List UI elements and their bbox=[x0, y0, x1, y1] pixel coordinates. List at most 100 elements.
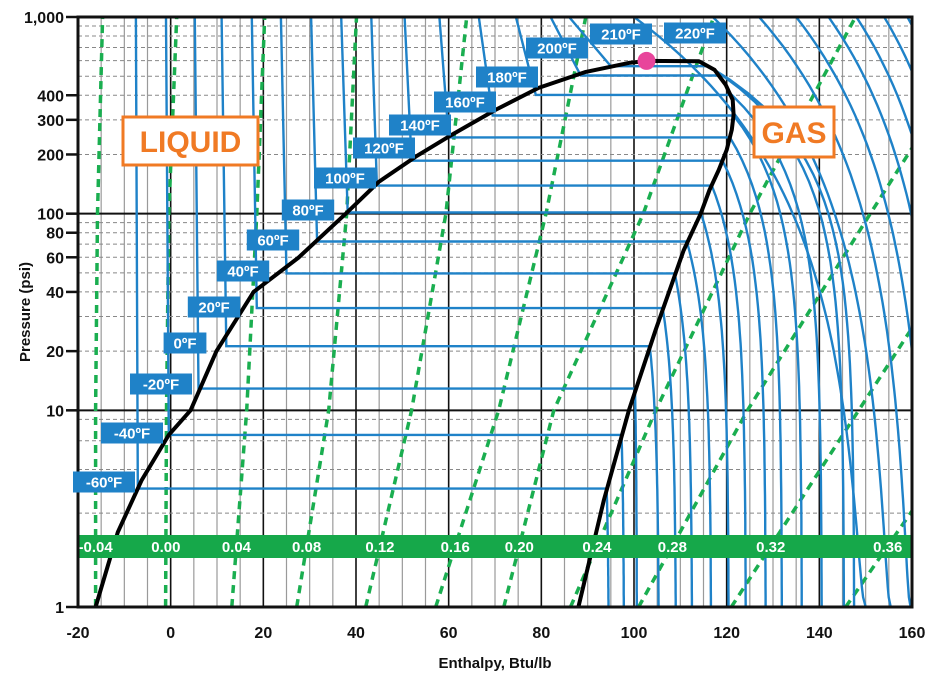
x-tick-label: 100 bbox=[621, 625, 648, 642]
entropy-label: 0.00 bbox=[151, 539, 180, 556]
isentrope-line bbox=[230, 17, 267, 607]
isotherm-line bbox=[906, 17, 912, 28]
isotherm-line bbox=[193, 17, 638, 607]
temperature-label-text: -40ºF bbox=[114, 426, 150, 443]
x-tick-label: 20 bbox=[254, 625, 272, 642]
temperature-label-box bbox=[73, 471, 135, 493]
x-tick-label: -20 bbox=[66, 625, 89, 642]
temperature-label: 100ºF bbox=[314, 167, 376, 189]
critical-point-marker bbox=[637, 51, 656, 70]
y-tick-label: 80 bbox=[46, 226, 64, 243]
isentrope-line bbox=[294, 17, 359, 607]
temperature-label-box bbox=[216, 260, 270, 282]
axis-ticks: -20 0 20 40 60 80 100 120 140 160 1,000 400 300 200 10… bbox=[24, 10, 925, 642]
entropy-label: 0.04 bbox=[222, 539, 252, 556]
entropy-band bbox=[78, 535, 912, 558]
temperature-label: 60ºF bbox=[246, 229, 300, 251]
liquid-label-text: LIQUID bbox=[140, 126, 242, 159]
temperature-label: 220ºF bbox=[664, 22, 726, 44]
temperature-label-text: 210ºF bbox=[601, 27, 641, 44]
isotherm-line bbox=[370, 17, 747, 607]
y-tick-label: 200 bbox=[37, 147, 64, 164]
temperature-label-text: 80ºF bbox=[292, 203, 323, 220]
temperature-label: 120ºF bbox=[353, 137, 415, 159]
gas-region-label: GAS bbox=[752, 105, 836, 159]
y-tick-label: 60 bbox=[46, 250, 64, 267]
temperature-label-text: 200ºF bbox=[537, 41, 577, 58]
isentrope-line bbox=[363, 17, 469, 607]
temperature-label-box bbox=[163, 332, 207, 354]
y-tick-label: 300 bbox=[37, 113, 64, 130]
temperature-label-box bbox=[101, 422, 163, 444]
temperature-label-box bbox=[389, 114, 451, 136]
y-tick-label: 100 bbox=[37, 207, 64, 224]
y-tick-label: 20 bbox=[46, 344, 64, 361]
entropy-label: -0.04 bbox=[79, 539, 114, 556]
entropy-label: 0.36 bbox=[873, 539, 902, 556]
temperature-label-box bbox=[526, 37, 588, 59]
entropy-label: 0.12 bbox=[365, 539, 394, 556]
x-tick-label: 0 bbox=[166, 625, 175, 642]
y-tick-label: 10 bbox=[46, 403, 64, 420]
temperature-label-text: 60ºF bbox=[257, 233, 288, 250]
gridlines bbox=[78, 17, 912, 607]
isentrope-line bbox=[637, 144, 912, 607]
y-axis-title: Pressure (psi) bbox=[17, 262, 34, 362]
entropy-label: 0.28 bbox=[658, 539, 687, 556]
temperature-label-text: 120ºF bbox=[364, 141, 404, 158]
temperature-label: 80ºF bbox=[281, 199, 335, 221]
temperature-label: 200ºF bbox=[526, 37, 588, 59]
x-tick-label: 120 bbox=[713, 625, 740, 642]
y-tick-label: 400 bbox=[37, 88, 64, 105]
temperature-label-text: 160ºF bbox=[445, 95, 485, 112]
temperature-label-text: 220ºF bbox=[675, 26, 715, 43]
y-tick-label: 40 bbox=[46, 285, 64, 302]
temperature-label: 0ºF bbox=[163, 332, 207, 354]
temperature-label: 40ºF bbox=[216, 260, 270, 282]
isentrope-line bbox=[93, 17, 105, 607]
temperature-label-box bbox=[476, 66, 538, 88]
entropy-label: 0.32 bbox=[756, 539, 785, 556]
temperature-label-text: 40ºF bbox=[227, 264, 258, 281]
temperature-label-box bbox=[314, 167, 376, 189]
x-tick-label: 140 bbox=[806, 625, 833, 642]
isotherm-line bbox=[514, 17, 823, 607]
entropy-label: 0.16 bbox=[441, 539, 470, 556]
isentrope-line bbox=[729, 324, 912, 607]
temperature-label-text: 20ºF bbox=[198, 300, 229, 317]
isotherm-line bbox=[220, 17, 660, 607]
x-tick-label: 160 bbox=[899, 625, 926, 642]
y-tick-label: 1,000 bbox=[24, 10, 64, 27]
temperature-label: 20ºF bbox=[187, 296, 241, 318]
x-axis-title: Enthalpy, Btu/lb bbox=[438, 655, 551, 672]
isentrope-line bbox=[844, 507, 912, 607]
temperature-label-box bbox=[246, 229, 300, 251]
isotherm-line bbox=[827, 17, 912, 224]
entropy-label-band: -0.04 0.00 0.04 0.08 0.12 0.16 0.20 0.24 0.28 0.3… bbox=[78, 535, 912, 558]
temperature-label-box bbox=[353, 137, 415, 159]
temperature-label: 160ºF bbox=[434, 91, 496, 113]
temperature-label: 140ºF bbox=[389, 114, 451, 136]
temperature-label-text: -20ºF bbox=[143, 377, 179, 394]
liquid-region-label: LIQUID bbox=[121, 115, 260, 167]
temperature-label-text: -60ºF bbox=[86, 475, 122, 492]
temperature-label-box bbox=[281, 199, 335, 221]
temperature-label-text: 0ºF bbox=[174, 336, 197, 353]
gas-label-text: GAS bbox=[761, 117, 826, 150]
isotherm-line bbox=[340, 17, 730, 607]
temperature-label: -60ºF bbox=[73, 471, 135, 493]
temperature-label-box bbox=[590, 23, 652, 45]
temperature-label-text: 180ºF bbox=[487, 70, 527, 87]
temperature-label: 210ºF bbox=[590, 23, 652, 45]
temperature-label-box bbox=[434, 91, 496, 113]
temperature-label-box bbox=[187, 296, 241, 318]
isotherm-line bbox=[309, 17, 713, 607]
temperature-label: -20ºF bbox=[130, 373, 192, 395]
isotherm-line bbox=[795, 17, 912, 363]
isotherm-line bbox=[883, 17, 912, 75]
isotherm-line bbox=[855, 17, 912, 139]
isotherm-line bbox=[477, 17, 803, 607]
temperature-label: 180ºF bbox=[476, 66, 538, 88]
